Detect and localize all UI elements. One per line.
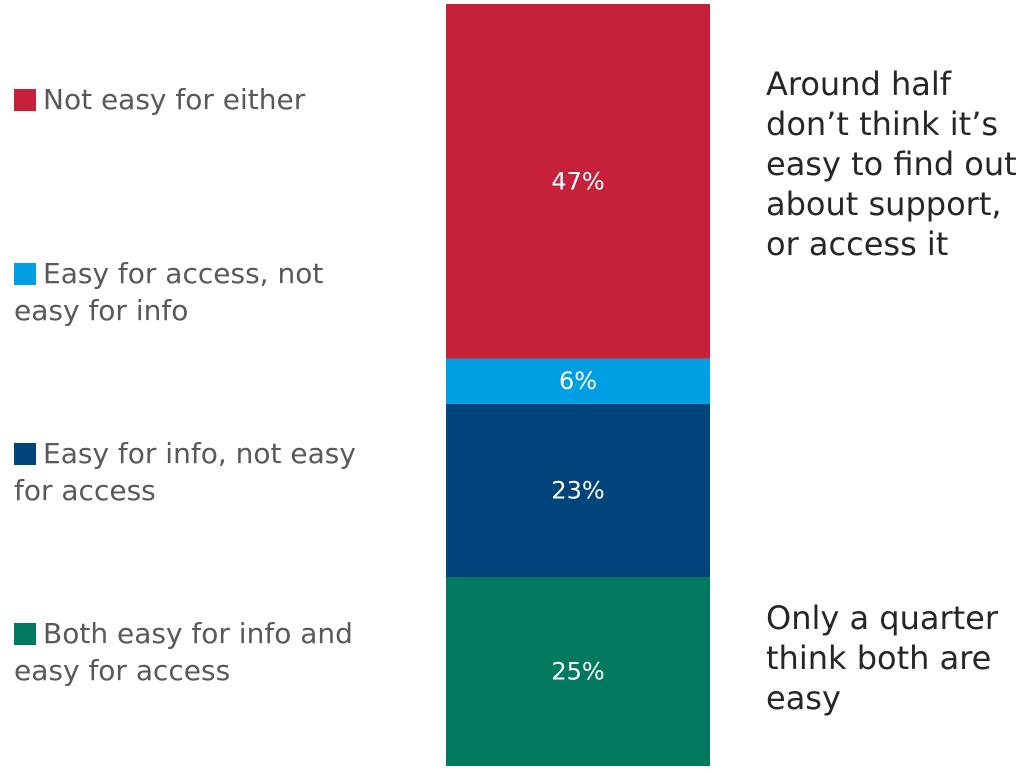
bar-segment-1	[446, 403, 710, 578]
legend-swatch	[14, 623, 36, 645]
bar-segment-3	[446, 4, 710, 359]
legend-label: Easy for info, not easy for access	[14, 437, 356, 507]
annotation-top: Around half don’t think it’s easy to fin…	[766, 65, 1017, 263]
bar-segment-label-0: 25%	[551, 658, 604, 686]
bar-segment-label-3: 47%	[551, 167, 604, 195]
legend-item-not-easy-either: Not easy for either	[14, 81, 384, 118]
bar-segment-label-1: 23%	[551, 477, 604, 505]
legend-item-easy-access-not-info: Easy for access, not easy for info	[14, 255, 384, 329]
legend-swatch	[14, 263, 36, 285]
legend-item-both-easy: Both easy for info and easy for access	[14, 615, 384, 689]
annotation-bottom: Only a quarter think both are easy	[766, 599, 998, 717]
legend-swatch	[14, 443, 36, 465]
bar-segment-2	[446, 358, 710, 404]
legend-item-easy-info-not-access: Easy for info, not easy for access	[14, 435, 384, 509]
legend-label: Both easy for info and easy for access	[14, 617, 353, 687]
bar-segment-label-2: 6%	[559, 367, 597, 395]
legend-label: Easy for access, not easy for info	[14, 257, 324, 327]
legend-swatch	[14, 89, 36, 111]
bar-segment-0	[446, 577, 710, 766]
legend-label: Not easy for either	[43, 83, 306, 116]
